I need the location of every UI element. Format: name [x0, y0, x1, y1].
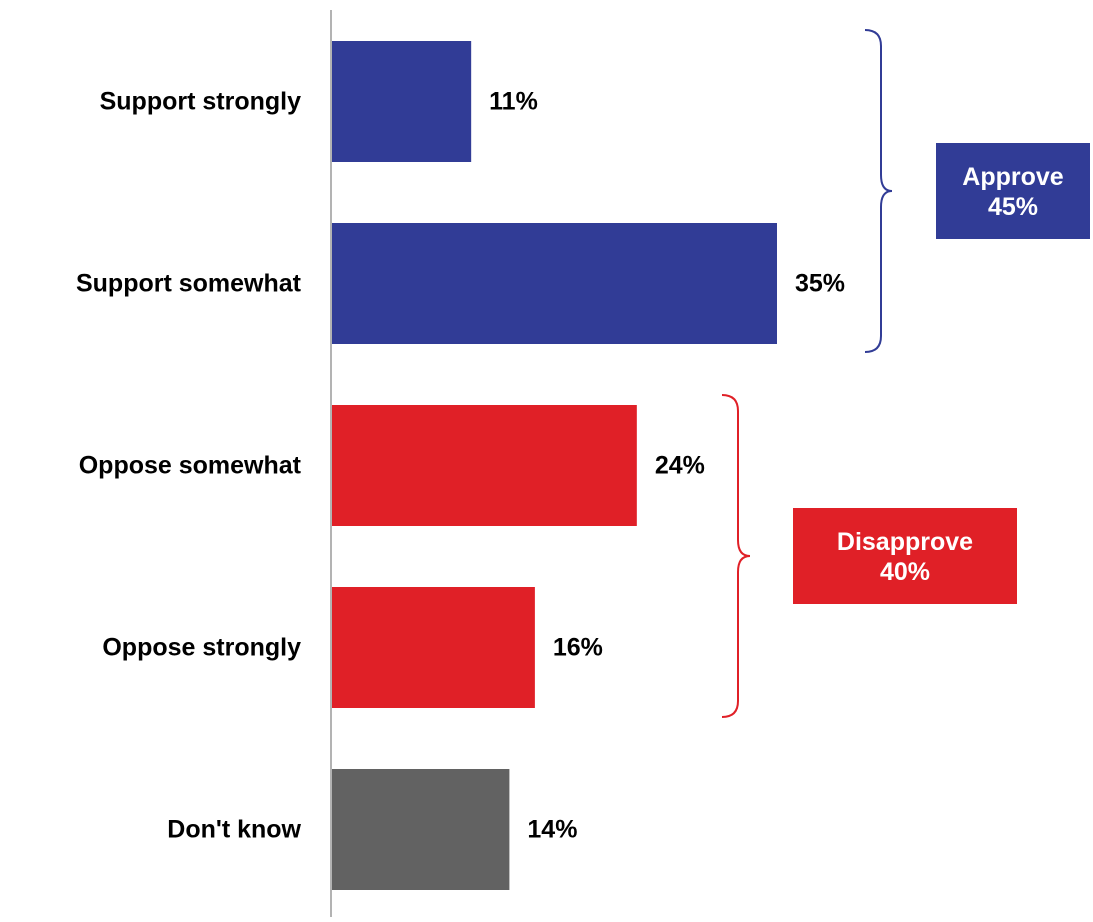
group-value-label: 40% [880, 558, 930, 586]
data-label: 24% [655, 452, 705, 480]
bar [331, 405, 637, 526]
group-label: Disapprove [837, 528, 973, 556]
data-label: 16% [553, 634, 603, 662]
group-brace [864, 29, 893, 353]
group-brace [721, 394, 751, 718]
bar [331, 587, 535, 708]
category-label: Support strongly [100, 88, 301, 116]
group-box [793, 508, 1017, 604]
bar [331, 223, 777, 344]
category-label: Don't know [167, 816, 301, 844]
data-label: 11% [489, 88, 538, 116]
group-value-label: 45% [988, 193, 1038, 221]
bar [331, 41, 472, 162]
group-box [936, 143, 1090, 239]
category-label: Oppose strongly [102, 634, 301, 662]
data-label: 14% [527, 816, 577, 844]
data-label: 35% [795, 270, 845, 298]
bar [331, 769, 510, 890]
category-label: Oppose somewhat [79, 452, 302, 480]
group-label: Approve [962, 163, 1064, 191]
category-label: Support somewhat [76, 270, 302, 298]
